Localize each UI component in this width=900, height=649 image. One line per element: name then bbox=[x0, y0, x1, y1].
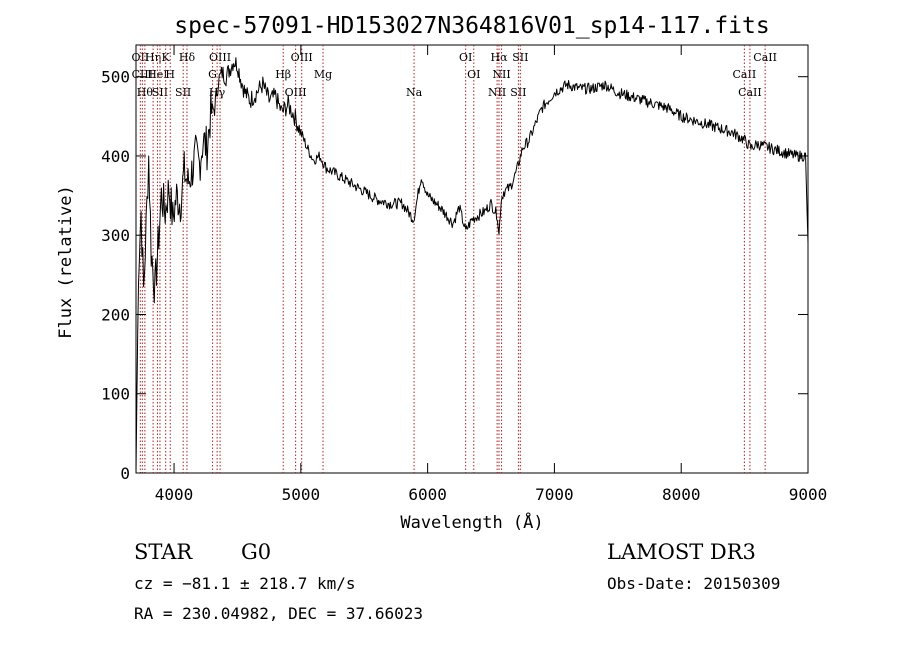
line-marker-label: Hδ bbox=[179, 51, 196, 64]
x-tick-label: 5000 bbox=[282, 485, 321, 504]
line-marker-label: OII bbox=[131, 51, 149, 64]
series-layer bbox=[135, 57, 809, 474]
y-tick-label: 200 bbox=[101, 305, 130, 324]
x-tick-label: 4000 bbox=[155, 485, 194, 504]
axis-ticks: 4000 5000 6000 7000 8000 9000 0 100 200 300 400 500 bbox=[101, 45, 827, 504]
line-marker-label: Mg bbox=[314, 68, 332, 81]
line-marker-label: SII bbox=[152, 86, 168, 99]
line-marker-label: HeI bbox=[147, 68, 167, 81]
line-markers: OIICIIIHθHηHeISIIKHSIIHδGHγOIIIHβOIIIOII… bbox=[131, 45, 777, 473]
y-tick-label: 500 bbox=[101, 68, 130, 87]
line-marker-label: CaII bbox=[753, 51, 777, 64]
x-tick-label: 6000 bbox=[408, 485, 447, 504]
plot-frame bbox=[135, 44, 809, 474]
x-tick-label: 8000 bbox=[662, 485, 701, 504]
y-tick-label: 0 bbox=[120, 464, 130, 483]
line-marker-label: K bbox=[162, 51, 171, 64]
spectrum-line bbox=[135, 57, 809, 474]
x-axis-label: Wavelength (Å) bbox=[400, 511, 543, 533]
line-marker-label: Hγ bbox=[209, 86, 226, 99]
line-marker-label: OIII bbox=[285, 86, 307, 99]
line-marker-label: Hβ bbox=[275, 68, 291, 81]
line-marker-label: OI bbox=[459, 51, 472, 64]
line-marker-label: Hθ bbox=[137, 86, 154, 99]
line-marker-label: OIII bbox=[291, 51, 313, 64]
classification-label: STAR bbox=[134, 540, 193, 564]
line-marker-label: SII bbox=[510, 86, 526, 99]
y-tick-label: 400 bbox=[101, 147, 130, 166]
line-marker-label: Hη bbox=[145, 51, 161, 64]
survey-label: LAMOST DR3 bbox=[607, 540, 756, 564]
line-marker-label: OIII bbox=[209, 51, 231, 64]
line-marker-label: SII bbox=[175, 86, 191, 99]
line-marker-label: NII bbox=[488, 86, 506, 99]
y-tick-label: 300 bbox=[101, 226, 130, 245]
x-tick-label: 7000 bbox=[535, 485, 574, 504]
x-tick-label: 9000 bbox=[789, 485, 828, 504]
line-marker-label: CIII bbox=[132, 68, 153, 81]
line-marker-label: OI bbox=[467, 68, 480, 81]
line-marker-label: H bbox=[165, 68, 175, 81]
y-axis-label: Flux (relative) bbox=[56, 185, 76, 339]
line-marker-label: Na bbox=[406, 86, 423, 99]
obs-date-label: Obs-Date: 20150309 bbox=[607, 574, 781, 593]
chart-title: spec-57091-HD153027N364816V01_sp14-117.f… bbox=[174, 13, 769, 39]
line-marker-label: G bbox=[208, 68, 217, 81]
line-marker-label: Hα bbox=[490, 51, 508, 64]
line-marker-label: CaII bbox=[738, 86, 762, 99]
y-tick-label: 100 bbox=[101, 385, 130, 404]
subclass-label: G0 bbox=[241, 540, 272, 564]
line-marker-label: SII bbox=[512, 51, 528, 64]
line-marker-label: CaII bbox=[733, 68, 757, 81]
redshift-label: cz = −81.1 ± 218.7 km/s bbox=[134, 574, 356, 593]
coordinates-label: RA = 230.04982, DEC = 37.66023 bbox=[134, 604, 423, 623]
line-marker-label: NII bbox=[492, 68, 510, 81]
